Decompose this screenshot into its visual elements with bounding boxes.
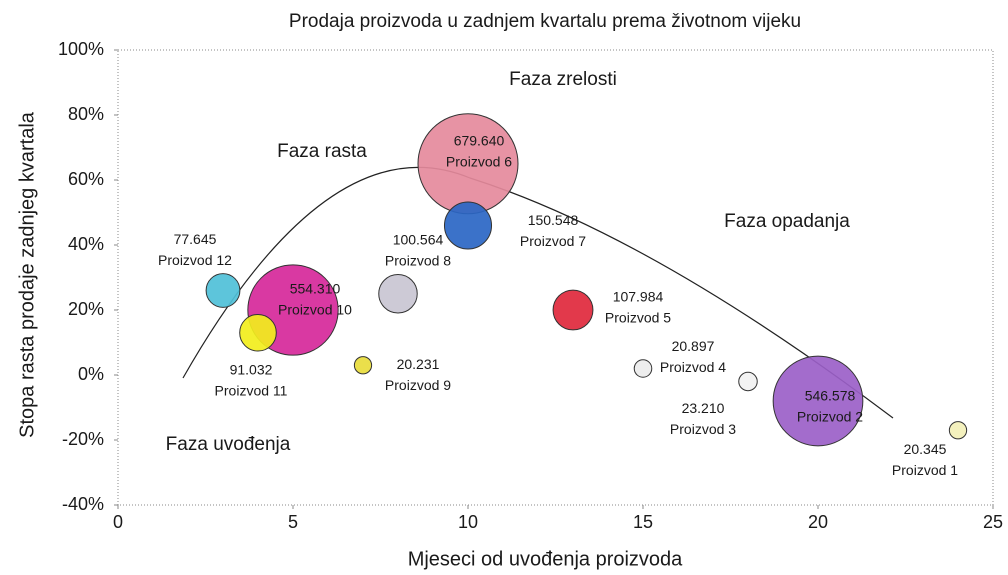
size-label: 20.345 [904,441,947,457]
annotation: Faza uvođenja [166,434,291,455]
bubble-name: Proizvod 9 [385,377,451,393]
y-tick-label: 100% [58,39,104,59]
annotation: Faza opadanja [724,211,850,232]
bubble [205,273,241,308]
size-label: 554.310 [290,281,341,297]
bubble-name: Proizvod 8 [385,252,451,268]
y-tick-label: 60% [68,169,104,189]
size-label: 100.564 [393,231,444,247]
size-label: 20.231 [397,356,440,372]
x-axis-label: Mjeseci od uvođenja proizvoda [408,548,683,570]
bubble [239,313,277,352]
size-label: 150.548 [528,212,579,228]
bubble-name: Proizvod 11 [215,382,288,398]
size-label: 23.210 [682,400,725,416]
bubble [353,356,373,375]
bubble [633,359,653,378]
bubble-name: Proizvod 12 [158,252,232,268]
size-label: 91.032 [230,361,273,377]
annotation: Faza rasta [277,141,367,162]
size-label: 546.578 [805,388,856,404]
size-label: 107.984 [613,289,664,305]
bubble [772,355,864,447]
x-tick-label: 20 [808,512,828,532]
y-tick-label: -40% [62,494,104,514]
y-tick-label: 40% [68,234,104,254]
plot-frame [117,49,994,506]
size-label: 20.897 [672,338,715,354]
x-tick-label: 0 [113,512,123,532]
bubble-name: Proizvod 4 [660,359,726,375]
chart-title: Prodaja proizvoda u zadnjem kvartalu pre… [289,11,801,32]
x-tick-label: 15 [633,512,653,532]
x-tick-label: 10 [458,512,478,532]
bubble-name: Proizvod 7 [520,233,586,249]
bubble [552,289,594,331]
bubble-name: Proizvod 1 [892,462,958,478]
y-tick-label: 80% [68,104,104,124]
bubble [738,371,758,392]
size-label: 77.645 [174,231,217,247]
bubble-name: Proizvod 5 [605,310,671,326]
bubble [948,421,968,440]
y-tick-label: 0% [78,364,104,384]
y-tick-label: -20% [62,429,104,449]
bubble [378,274,418,314]
size-label: 679.640 [454,132,505,148]
bubble-name: Proizvod 10 [278,302,352,318]
x-tick-label: 25 [983,512,1003,532]
bubble [443,201,493,250]
annotation: Faza zrelosti [509,69,617,90]
y-tick-label: 20% [68,299,104,319]
bubble-name: Proizvod 3 [670,421,736,437]
x-tick-label: 5 [288,512,298,532]
bubble-name: Proizvod 6 [446,153,512,169]
y-axis-label: Stopa rasta prodaje zadnjeg kvartala [16,111,38,438]
bubble-name: Proizvod 2 [797,409,863,425]
